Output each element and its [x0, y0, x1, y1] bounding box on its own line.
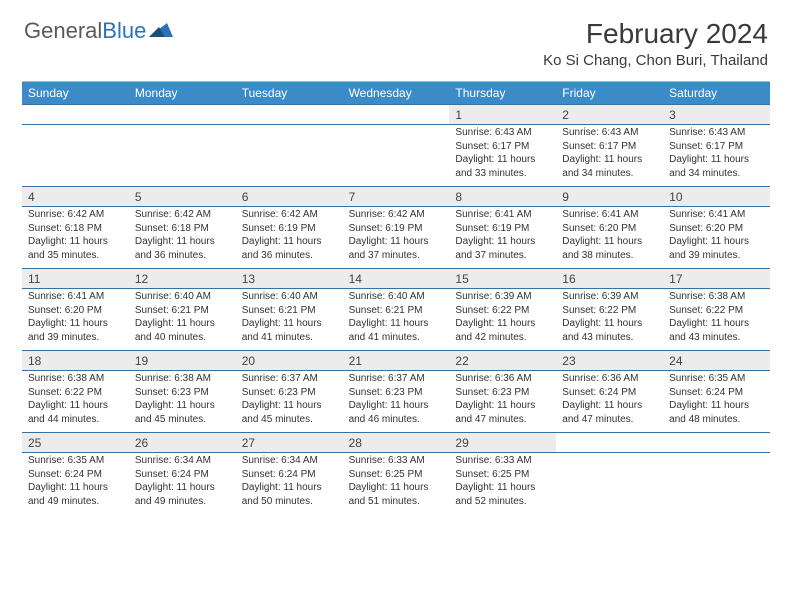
calendar: Sunday Monday Tuesday Wednesday Thursday… [22, 81, 770, 514]
day-detail [663, 453, 770, 514]
day-detail: Sunrise: 6:38 AM Sunset: 6:22 PM Dayligh… [663, 289, 770, 350]
day-detail: Sunrise: 6:35 AM Sunset: 6:24 PM Dayligh… [22, 453, 129, 514]
day-detail: Sunrise: 6:36 AM Sunset: 6:23 PM Dayligh… [449, 371, 556, 432]
day-number: 1 [449, 105, 556, 124]
day-number: 20 [236, 351, 343, 370]
day-detail: Sunrise: 6:39 AM Sunset: 6:22 PM Dayligh… [556, 289, 663, 350]
week-detail-row: Sunrise: 6:42 AM Sunset: 6:18 PM Dayligh… [22, 206, 770, 268]
day-header-cell: Monday [129, 82, 236, 104]
day-number: 28 [343, 433, 450, 452]
day-detail: Sunrise: 6:35 AM Sunset: 6:24 PM Dayligh… [663, 371, 770, 432]
day-number: 4 [22, 187, 129, 206]
day-number: 10 [663, 187, 770, 206]
day-detail: Sunrise: 6:41 AM Sunset: 6:20 PM Dayligh… [22, 289, 129, 350]
day-number: 18 [22, 351, 129, 370]
day-detail: Sunrise: 6:37 AM Sunset: 6:23 PM Dayligh… [343, 371, 450, 432]
week-number-row: 11121314151617 [22, 268, 770, 288]
weeks-container: 123Sunrise: 6:43 AM Sunset: 6:17 PM Dayl… [22, 104, 770, 514]
logo-triangle-icon [149, 21, 173, 37]
logo-text-2: Blue [102, 18, 146, 44]
day-detail: Sunrise: 6:42 AM Sunset: 6:18 PM Dayligh… [129, 207, 236, 268]
day-detail: Sunrise: 6:38 AM Sunset: 6:23 PM Dayligh… [129, 371, 236, 432]
day-number: 16 [556, 269, 663, 288]
day-detail: Sunrise: 6:42 AM Sunset: 6:19 PM Dayligh… [236, 207, 343, 268]
day-number: 22 [449, 351, 556, 370]
day-number: 5 [129, 187, 236, 206]
day-detail: Sunrise: 6:33 AM Sunset: 6:25 PM Dayligh… [343, 453, 450, 514]
day-number [129, 105, 236, 124]
day-number [663, 433, 770, 452]
week-number-row: 123 [22, 104, 770, 124]
day-number: 23 [556, 351, 663, 370]
day-number: 8 [449, 187, 556, 206]
header: GeneralBlue February 2024 Ko Si Chang, C… [0, 0, 792, 73]
day-detail: Sunrise: 6:40 AM Sunset: 6:21 PM Dayligh… [236, 289, 343, 350]
day-detail: Sunrise: 6:43 AM Sunset: 6:17 PM Dayligh… [556, 125, 663, 186]
location: Ko Si Chang, Chon Buri, Thailand [543, 52, 768, 69]
day-header-cell: Sunday [22, 82, 129, 104]
day-detail [556, 453, 663, 514]
day-header-cell: Thursday [449, 82, 556, 104]
day-detail [236, 125, 343, 186]
day-detail: Sunrise: 6:41 AM Sunset: 6:20 PM Dayligh… [663, 207, 770, 268]
day-number: 7 [343, 187, 450, 206]
day-number: 6 [236, 187, 343, 206]
month-title: February 2024 [543, 18, 768, 50]
week-detail-row: Sunrise: 6:35 AM Sunset: 6:24 PM Dayligh… [22, 452, 770, 514]
day-number: 17 [663, 269, 770, 288]
day-number: 27 [236, 433, 343, 452]
day-header-cell: Wednesday [343, 82, 450, 104]
day-header-cell: Tuesday [236, 82, 343, 104]
week-number-row: 18192021222324 [22, 350, 770, 370]
day-number: 3 [663, 105, 770, 124]
day-number: 29 [449, 433, 556, 452]
day-detail: Sunrise: 6:39 AM Sunset: 6:22 PM Dayligh… [449, 289, 556, 350]
day-number: 26 [129, 433, 236, 452]
day-detail: Sunrise: 6:43 AM Sunset: 6:17 PM Dayligh… [449, 125, 556, 186]
day-header-row: Sunday Monday Tuesday Wednesday Thursday… [22, 82, 770, 104]
day-number: 2 [556, 105, 663, 124]
day-detail: Sunrise: 6:42 AM Sunset: 6:19 PM Dayligh… [343, 207, 450, 268]
week-number-row: 2526272829 [22, 432, 770, 452]
title-block: February 2024 Ko Si Chang, Chon Buri, Th… [543, 18, 768, 69]
day-detail: Sunrise: 6:41 AM Sunset: 6:19 PM Dayligh… [449, 207, 556, 268]
day-detail: Sunrise: 6:42 AM Sunset: 6:18 PM Dayligh… [22, 207, 129, 268]
day-detail: Sunrise: 6:38 AM Sunset: 6:22 PM Dayligh… [22, 371, 129, 432]
day-detail: Sunrise: 6:36 AM Sunset: 6:24 PM Dayligh… [556, 371, 663, 432]
day-number: 13 [236, 269, 343, 288]
day-detail: Sunrise: 6:40 AM Sunset: 6:21 PM Dayligh… [343, 289, 450, 350]
day-number: 15 [449, 269, 556, 288]
day-number: 9 [556, 187, 663, 206]
day-detail: Sunrise: 6:40 AM Sunset: 6:21 PM Dayligh… [129, 289, 236, 350]
day-detail: Sunrise: 6:33 AM Sunset: 6:25 PM Dayligh… [449, 453, 556, 514]
day-number: 12 [129, 269, 236, 288]
day-detail: Sunrise: 6:34 AM Sunset: 6:24 PM Dayligh… [129, 453, 236, 514]
day-number [343, 105, 450, 124]
day-number: 11 [22, 269, 129, 288]
day-detail: Sunrise: 6:43 AM Sunset: 6:17 PM Dayligh… [663, 125, 770, 186]
day-detail [22, 125, 129, 186]
day-number: 24 [663, 351, 770, 370]
day-detail: Sunrise: 6:41 AM Sunset: 6:20 PM Dayligh… [556, 207, 663, 268]
day-number: 14 [343, 269, 450, 288]
day-detail: Sunrise: 6:37 AM Sunset: 6:23 PM Dayligh… [236, 371, 343, 432]
day-number [22, 105, 129, 124]
day-number: 19 [129, 351, 236, 370]
day-header-cell: Friday [556, 82, 663, 104]
week-number-row: 45678910 [22, 186, 770, 206]
week-detail-row: Sunrise: 6:43 AM Sunset: 6:17 PM Dayligh… [22, 124, 770, 186]
logo: GeneralBlue [24, 18, 173, 44]
day-number: 21 [343, 351, 450, 370]
day-detail: Sunrise: 6:34 AM Sunset: 6:24 PM Dayligh… [236, 453, 343, 514]
week-detail-row: Sunrise: 6:38 AM Sunset: 6:22 PM Dayligh… [22, 370, 770, 432]
day-number: 25 [22, 433, 129, 452]
logo-text-1: General [24, 18, 102, 44]
day-number [556, 433, 663, 452]
day-number [236, 105, 343, 124]
day-detail [129, 125, 236, 186]
week-detail-row: Sunrise: 6:41 AM Sunset: 6:20 PM Dayligh… [22, 288, 770, 350]
day-detail [343, 125, 450, 186]
day-header-cell: Saturday [663, 82, 770, 104]
